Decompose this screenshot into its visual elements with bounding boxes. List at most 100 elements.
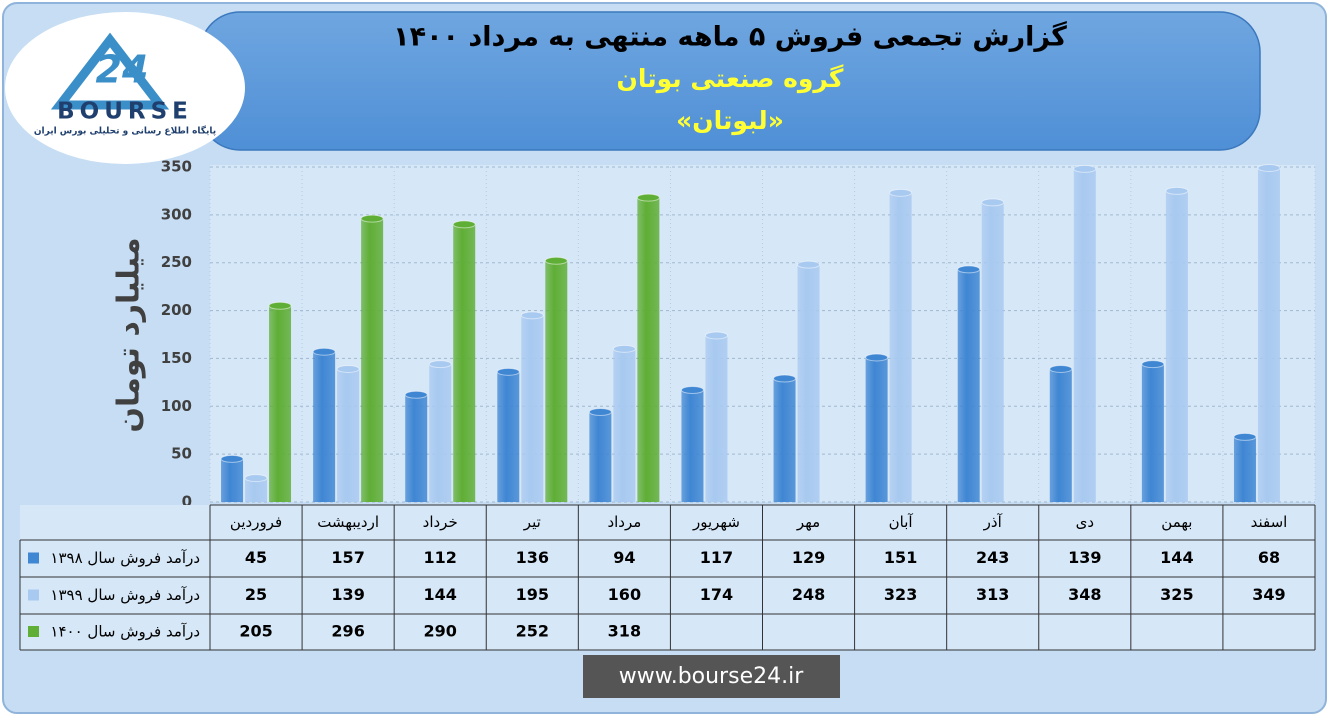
bar <box>1165 190 1188 502</box>
bar-cap <box>312 347 336 356</box>
legend-swatch <box>28 589 39 601</box>
bar <box>245 478 268 502</box>
bar <box>637 197 660 502</box>
data-label: 139 <box>331 585 364 604</box>
x-tick-label: اسفند <box>1251 513 1288 531</box>
legend-swatch <box>28 552 39 564</box>
x-tick-label: خرداد <box>423 513 458 531</box>
y-tick-label: 50 <box>171 445 192 463</box>
bar <box>1233 436 1256 502</box>
plot-area <box>210 165 1315 502</box>
data-label: 139 <box>1068 548 1101 567</box>
bar-cap <box>773 374 797 383</box>
bar <box>269 305 292 502</box>
data-label: 151 <box>884 548 917 567</box>
y-tick-label: 150 <box>161 349 192 367</box>
data-label: 243 <box>976 548 1009 567</box>
data-label: 157 <box>331 548 364 567</box>
bar-cap <box>268 301 292 310</box>
x-tick-label: اردیبهشت <box>317 513 379 531</box>
bar <box>313 351 336 502</box>
y-tick-label: 200 <box>161 301 192 319</box>
legend-label: درآمد فروش سال ۱۳۹۹ <box>50 586 200 604</box>
bar-cap <box>636 193 660 202</box>
data-label: 144 <box>1160 548 1193 567</box>
chart-symbol: «لبوتان» <box>676 106 784 136</box>
data-label: 349 <box>1252 585 1285 604</box>
data-label: 348 <box>1068 585 1101 604</box>
bar-cap <box>981 198 1005 207</box>
logo-number: 24 <box>96 48 149 92</box>
y-axis-label: میلیارد تومان <box>112 237 147 432</box>
bar <box>497 371 520 502</box>
data-label: 296 <box>331 622 364 641</box>
data-label: 313 <box>976 585 1009 604</box>
data-label: 68 <box>1258 548 1280 567</box>
y-tick-label: 100 <box>161 397 192 415</box>
bar-cap <box>1233 432 1257 441</box>
bar <box>889 192 912 503</box>
data-label: 174 <box>700 585 733 604</box>
data-label: 252 <box>516 622 549 641</box>
bar <box>705 335 728 502</box>
logo-background <box>5 12 245 164</box>
bar <box>521 315 544 502</box>
bar <box>545 260 568 502</box>
bar <box>361 218 384 502</box>
bar <box>773 378 796 502</box>
y-tick-label: 250 <box>161 253 192 271</box>
bar-cap <box>1141 360 1165 369</box>
bar <box>681 390 704 502</box>
bar-cap <box>428 360 452 369</box>
x-tick-label: آذر <box>983 513 1003 531</box>
logo-name: BOURSE <box>57 99 193 125</box>
data-label: 136 <box>516 548 549 567</box>
bar <box>1141 364 1164 502</box>
bar-cap <box>244 474 268 483</box>
bar <box>221 458 244 502</box>
bar-cap <box>797 260 821 269</box>
data-label: 323 <box>884 585 917 604</box>
bar-cap <box>957 265 981 274</box>
data-label: 160 <box>608 585 641 604</box>
bar-cap <box>1049 364 1073 373</box>
bar-cap <box>1257 163 1281 172</box>
bar <box>589 412 612 502</box>
data-label: 94 <box>613 548 635 567</box>
bar-cap <box>1165 186 1189 195</box>
data-label: 25 <box>245 585 267 604</box>
x-tick-label: فروردین <box>230 513 282 531</box>
bar <box>405 394 428 502</box>
bar <box>1049 368 1072 502</box>
bar-cap <box>520 311 544 320</box>
bar <box>981 202 1004 502</box>
bar-cap <box>889 188 913 197</box>
bar <box>613 348 636 502</box>
legend-label: درآمد فروش سال ۱۳۹۸ <box>50 549 200 567</box>
x-tick-label: دی <box>1076 513 1094 531</box>
legend-swatch <box>28 626 39 637</box>
x-tick-label: مرداد <box>607 513 641 531</box>
x-tick-label: مهر <box>796 513 820 531</box>
bar <box>865 357 888 502</box>
x-tick-label: آبان <box>889 513 914 531</box>
bar-cap <box>496 367 520 376</box>
bar-cap <box>360 214 384 223</box>
data-label: 129 <box>792 548 825 567</box>
x-tick-label: تیر <box>523 513 541 531</box>
bar-cap <box>544 256 568 265</box>
bar-cap <box>1073 164 1097 173</box>
data-label: 117 <box>700 548 733 567</box>
chart-subtitle: گروه صنعتی بوتان <box>617 64 844 94</box>
data-label: 205 <box>239 622 272 641</box>
data-label: 248 <box>792 585 825 604</box>
bar <box>453 224 476 502</box>
legend-label: درآمد فروش سال ۱۴۰۰ <box>50 623 200 641</box>
logo-triangle <box>50 32 170 110</box>
bar <box>1073 168 1096 502</box>
bar-cap <box>452 220 476 229</box>
bar <box>957 269 980 502</box>
bar-cap <box>588 408 612 417</box>
footer-url: www.bourse24.ir <box>619 664 804 689</box>
